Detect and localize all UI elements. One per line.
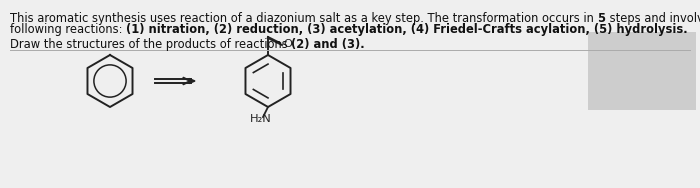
Text: (2) and (3).: (2) and (3). bbox=[291, 38, 365, 51]
Text: steps and involves the: steps and involves the bbox=[606, 12, 700, 25]
Text: 5: 5 bbox=[598, 12, 606, 25]
Text: following reactions:: following reactions: bbox=[10, 23, 126, 36]
Text: (1) nitration, (2) reduction, (3) acetylation, (4) Friedel-Crafts acylation, (5): (1) nitration, (2) reduction, (3) acetyl… bbox=[126, 23, 687, 36]
Text: Draw the structures of the products of reactions: Draw the structures of the products of r… bbox=[10, 38, 291, 51]
Text: O: O bbox=[283, 39, 292, 49]
FancyBboxPatch shape bbox=[588, 32, 696, 110]
Polygon shape bbox=[189, 79, 195, 83]
Text: H₂N: H₂N bbox=[250, 114, 272, 124]
Text: This aromatic synthesis uses reaction of a diazonium salt as a key step. The tra: This aromatic synthesis uses reaction of… bbox=[10, 12, 598, 25]
